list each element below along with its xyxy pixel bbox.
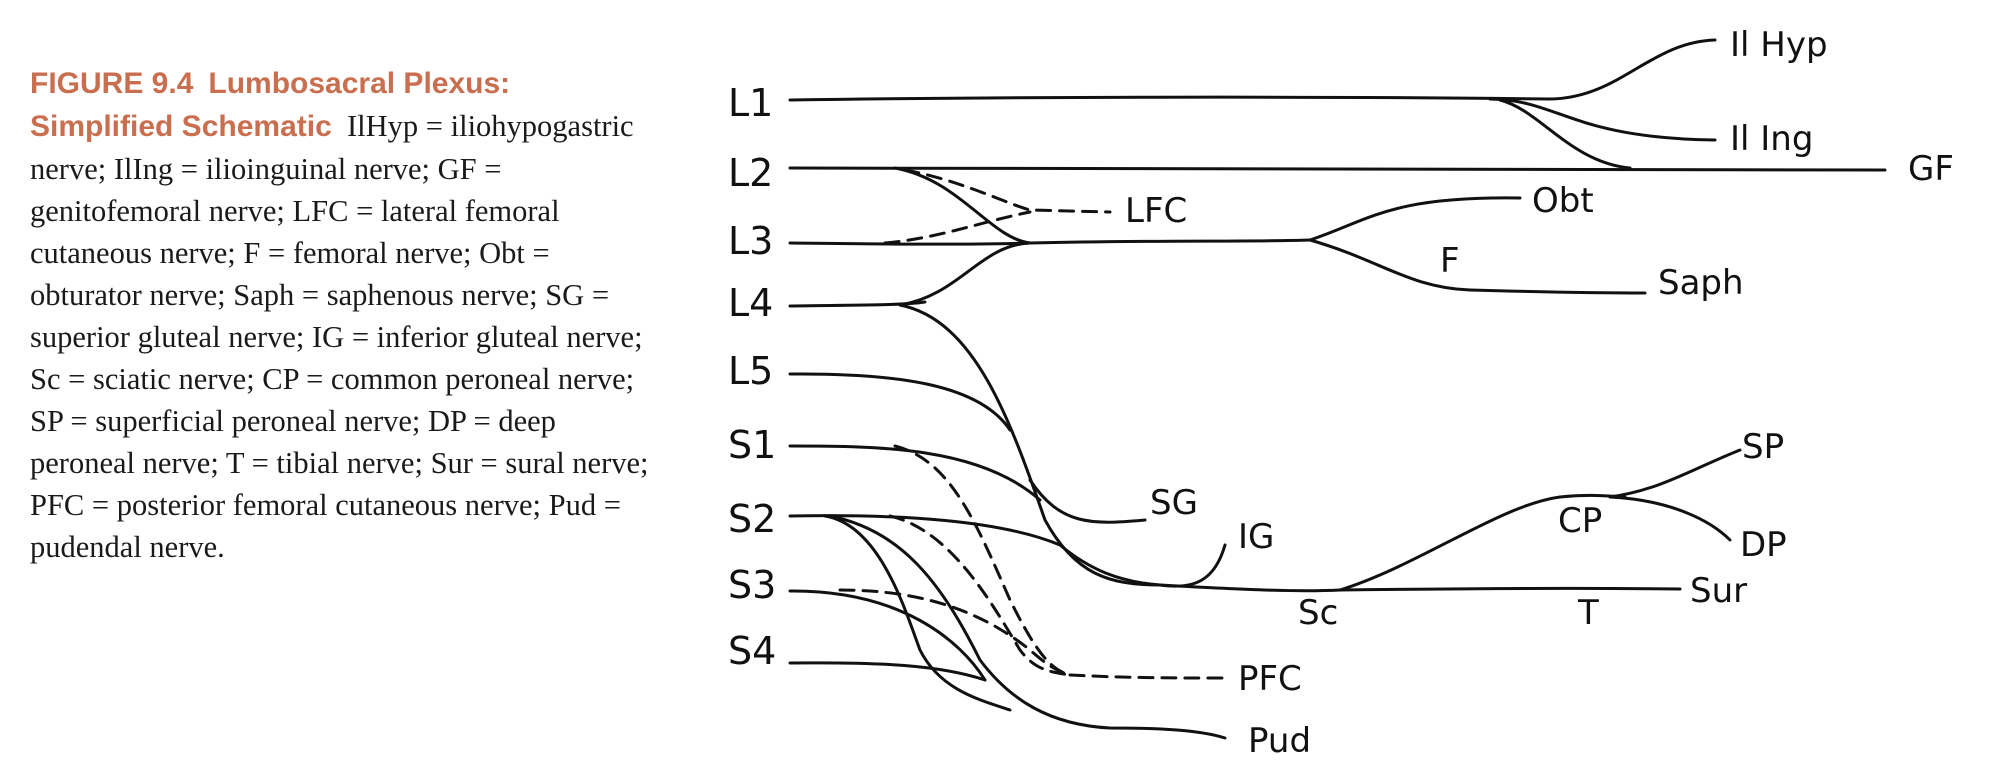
nerve-s2 [788, 514, 1162, 587]
figure-caption: FIGURE 9.4 Lumbosacral Plexus: Simplifie… [30, 62, 650, 568]
nerve-deep-peroneal [1608, 495, 1732, 542]
nerve-pfc-from-s2 [888, 514, 1072, 677]
nerve-s3 [788, 589, 987, 682]
nerve-s2-to-pudendal [828, 514, 1227, 740]
label-genitofemoral: GF [1908, 149, 1954, 189]
label-common-peroneal: CP [1558, 501, 1602, 541]
root-label-l1: L1 [728, 81, 773, 125]
label-iliohypogastric: Il Hyp [1730, 25, 1828, 65]
nerve-l4-to-femoral [898, 241, 1032, 307]
nerve-s4 [788, 661, 987, 682]
label-deep-peroneal: DP [1740, 525, 1787, 565]
label-superior-gluteal: SG [1150, 483, 1198, 523]
label-sciatic: Sc [1298, 593, 1338, 633]
nerve-l5 [788, 372, 1012, 432]
figure-label: FIGURE 9.4 [30, 67, 194, 100]
nerve-iliohypogastric [1548, 38, 1717, 101]
nerve-l1 [788, 95, 1552, 102]
figure-caption-body: IlHyp = iliohypogastric nerve; IlIng = i… [30, 109, 649, 564]
nerve-l4-to-sciatic [898, 303, 1162, 587]
nerve-s2-pudendal-outer [823, 514, 1012, 712]
label-obturator: Obt [1532, 181, 1594, 221]
root-label-s4: S4 [728, 629, 776, 673]
nerve-l2-genitofemoral [788, 165, 1887, 172]
nerve-l3 [788, 241, 1032, 246]
nerve-s1 [788, 444, 1042, 502]
label-tibial: T [1577, 593, 1599, 633]
root-label-l3: L3 [728, 219, 773, 263]
label-lateral-femoral-cutaneous: LFC [1125, 191, 1187, 231]
nerve-superior-gluteal [1028, 478, 1147, 524]
root-label-s1: S1 [728, 423, 776, 467]
nerve-l4 [788, 300, 927, 308]
nerve-pfc-from-s1 [893, 444, 1072, 677]
root-label-s2: S2 [728, 497, 776, 541]
label-inferior-gluteal: IG [1238, 517, 1274, 557]
root-label-s3: S3 [728, 563, 776, 607]
nerve-pfc [1068, 673, 1232, 680]
nerve-l2-to-femoral [893, 166, 1032, 245]
label-ilioinguinal: Il Ing [1730, 119, 1813, 159]
root-label-l5: L5 [728, 349, 773, 393]
label-posterior-femoral-cutaneous: PFC [1238, 659, 1302, 699]
nerve-sciatic [1158, 583, 1342, 593]
label-femoral: F [1440, 241, 1460, 281]
root-label-l4: L4 [728, 281, 773, 325]
nerve-pfc-from-s3 [838, 588, 1072, 677]
label-sural: Sur [1690, 571, 1747, 611]
root-label-l2: L2 [728, 151, 773, 195]
nerve-inferior-gluteal [1158, 543, 1227, 588]
nerve-saphenous [1308, 238, 1647, 295]
nerve-lfc-from-l3 [883, 210, 1032, 245]
figure-title-text: Lumbosacral Plexus: Simplified Schematic [30, 67, 511, 143]
nerve-femoral-trunk [1028, 238, 1312, 245]
nerve-obturator [1308, 196, 1522, 242]
label-saphenous: Saph [1658, 263, 1744, 303]
nerve-superficial-peroneal [1608, 448, 1742, 499]
nerve-common-peroneal [1338, 493, 1627, 592]
nerve-tibial [1338, 586, 1682, 592]
label-superficial-peroneal: SP [1742, 427, 1784, 467]
nerve-l1-to-gf [1498, 98, 1632, 170]
label-pudendal: Pud [1248, 721, 1311, 761]
figure-title: FIGURE 9.4 Lumbosacral Plexus: Simplifie… [30, 67, 510, 143]
nerve-lfc-from-l2 [903, 168, 1112, 214]
nerve-ilioinguinal [1488, 97, 1717, 142]
